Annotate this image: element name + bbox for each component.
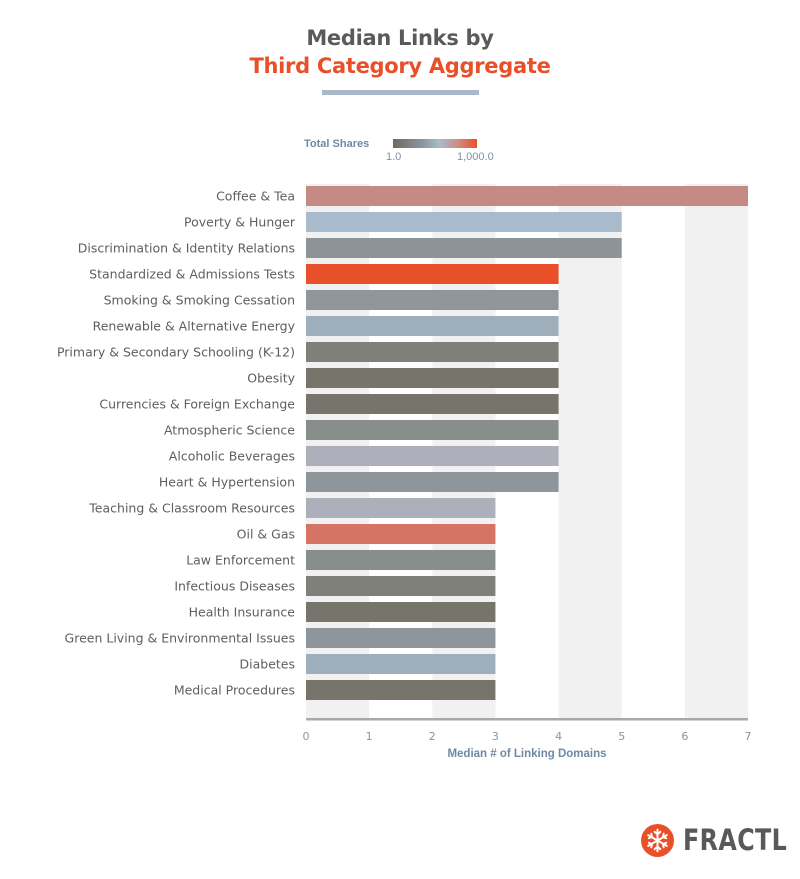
x-tick-label: 3 — [492, 730, 499, 743]
fractl-logo: FRACTL — [641, 823, 800, 857]
category-label: Discrimination & Identity Relations — [78, 241, 295, 256]
bar — [306, 472, 559, 492]
bar — [306, 368, 559, 388]
category-label: Heart & Hypertension — [159, 475, 295, 490]
category-label: Coffee & Tea — [216, 189, 295, 204]
x-tick-label: 4 — [555, 730, 562, 743]
bar — [306, 550, 496, 570]
x-tick-label: 5 — [618, 730, 625, 743]
x-tick-label: 7 — [745, 730, 752, 743]
category-label: Obesity — [247, 371, 295, 386]
x-tick-label: 6 — [681, 730, 688, 743]
bar — [306, 446, 559, 466]
legend-min-label: 1.0 — [386, 151, 402, 163]
bar — [306, 238, 622, 258]
grid-band — [684, 184, 748, 718]
snowflake-icon — [641, 823, 674, 857]
x-tick-label: 0 — [303, 730, 310, 743]
bar — [306, 602, 496, 622]
bars — [306, 186, 748, 700]
legend-max-label: 1,000.0 — [457, 151, 494, 163]
category-label: Oil & Gas — [237, 527, 295, 542]
bar — [306, 342, 559, 362]
bar — [306, 316, 559, 336]
bar — [306, 524, 496, 544]
x-axis-title: Median # of Linking Domains — [447, 748, 606, 760]
bar — [306, 628, 496, 648]
legend-color-scale — [393, 139, 477, 148]
category-label: Poverty & Hunger — [184, 215, 296, 230]
x-axis: 0 1 2 3 4 5 6 7 — [303, 718, 752, 743]
chart-title-line-2: Third Category Aggregate — [249, 54, 551, 78]
bar — [306, 498, 496, 518]
category-label: Diabetes — [240, 657, 296, 672]
category-label: Medical Procedures — [174, 683, 295, 698]
category-label: Smoking & Smoking Cessation — [104, 293, 295, 308]
title-underline — [322, 90, 479, 95]
bar — [306, 212, 622, 232]
bar — [306, 186, 748, 206]
category-label: Law Enforcement — [186, 553, 295, 568]
category-label: Green Living & Environmental Issues — [65, 631, 295, 646]
category-label: Infectious Diseases — [174, 579, 295, 594]
x-tick-label: 1 — [366, 730, 373, 743]
category-label: Teaching & Classroom Resources — [88, 501, 295, 516]
category-label: Currencies & Foreign Exchange — [99, 397, 295, 412]
bar — [306, 394, 559, 414]
grid-band — [558, 184, 622, 718]
category-label: Standardized & Admissions Tests — [89, 267, 295, 282]
bar — [306, 264, 559, 284]
category-label: Health Insurance — [189, 605, 296, 620]
category-label: Primary & Secondary Schooling (K-12) — [57, 345, 295, 360]
category-labels: Coffee & Tea Poverty & Hunger Discriminati… — [57, 189, 296, 698]
chart-title-line-1: Median Links by — [306, 26, 494, 50]
bar — [306, 576, 496, 596]
bar — [306, 290, 559, 310]
x-axis-line — [306, 718, 748, 721]
bar — [306, 420, 559, 440]
bar — [306, 680, 496, 700]
category-label: Alcoholic Beverages — [169, 449, 295, 464]
category-label: Renewable & Alternative Energy — [93, 319, 296, 334]
category-label: Atmospheric Science — [164, 423, 295, 438]
bar — [306, 654, 496, 674]
legend-title: Total Shares — [304, 138, 370, 150]
x-tick-label: 2 — [429, 730, 436, 743]
brand-name: FRACTL — [683, 823, 788, 857]
